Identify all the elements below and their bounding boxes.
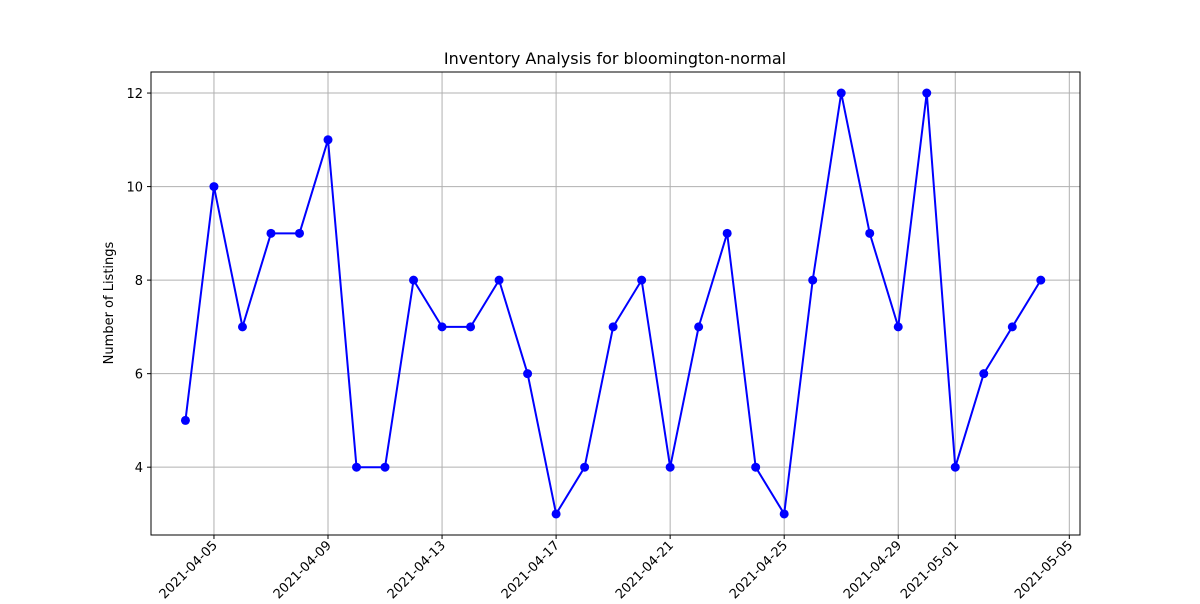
data-point bbox=[551, 509, 561, 519]
plot-area-frame bbox=[150, 71, 1081, 536]
data-point bbox=[409, 275, 419, 285]
data-point bbox=[694, 322, 704, 332]
data-point bbox=[523, 369, 533, 379]
data-point bbox=[352, 462, 362, 472]
data-point bbox=[922, 88, 932, 98]
data-point bbox=[637, 275, 647, 285]
data-point bbox=[808, 275, 818, 285]
data-point bbox=[950, 462, 960, 472]
data-point bbox=[751, 462, 761, 472]
y-axis-label: Number of Listings bbox=[102, 241, 117, 364]
data-point bbox=[266, 228, 276, 238]
data-point bbox=[437, 322, 447, 332]
y-tick-label: 6 bbox=[135, 368, 143, 383]
y-tick-label: 4 bbox=[135, 461, 143, 476]
y-tick-label: 12 bbox=[126, 87, 143, 102]
data-point bbox=[209, 182, 219, 192]
data-point bbox=[1007, 322, 1017, 332]
data-point bbox=[722, 228, 732, 238]
data-point bbox=[295, 228, 304, 238]
y-tick-label: 10 bbox=[126, 181, 143, 196]
data-point bbox=[893, 322, 903, 332]
data-point bbox=[580, 462, 590, 472]
data-point bbox=[865, 228, 875, 238]
data-point bbox=[665, 462, 675, 472]
data-point bbox=[1036, 275, 1046, 285]
data-point bbox=[979, 369, 989, 379]
data-point bbox=[323, 135, 333, 145]
series bbox=[180, 88, 1046, 519]
data-point bbox=[237, 322, 247, 332]
data-point bbox=[180, 415, 190, 425]
y-tick-label: 8 bbox=[135, 274, 143, 289]
y-axis: 4 6 8 10 12 bbox=[126, 87, 151, 476]
data-point bbox=[494, 275, 504, 285]
data-point bbox=[779, 509, 789, 519]
data-point bbox=[836, 88, 846, 98]
data-point bbox=[608, 322, 618, 332]
chart-title: Inventory Analysis for bloomington-norma… bbox=[444, 49, 786, 68]
data-point bbox=[466, 322, 476, 332]
data-point bbox=[380, 462, 390, 472]
